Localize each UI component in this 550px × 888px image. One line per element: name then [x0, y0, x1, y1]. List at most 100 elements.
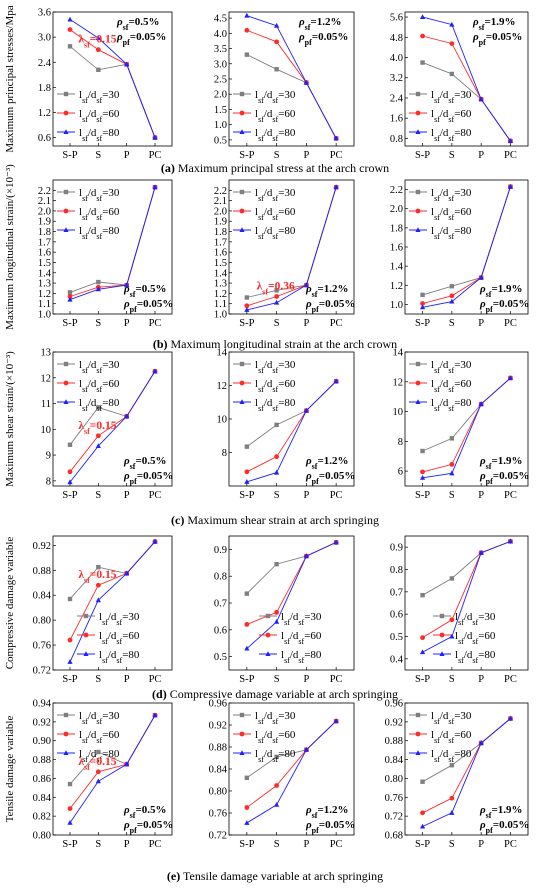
x-tick-label: S: [95, 318, 101, 329]
legend-slash: /d: [290, 649, 299, 661]
data-point: [244, 805, 250, 810]
rho-sub: sf: [130, 462, 136, 471]
legend-label-2: lsf/dsf=60: [281, 630, 322, 646]
y-tick-label: 8: [46, 476, 51, 487]
legend-marker-3: [63, 399, 69, 404]
legend-label-1: lsf/dsf=30: [255, 187, 296, 203]
legend-marker-2: [239, 731, 245, 737]
y-tick-label: 2.2: [214, 186, 227, 197]
x-tick-label: S: [449, 839, 455, 850]
rho-eq: =: [130, 31, 136, 43]
rho-value: 0.5%: [142, 455, 167, 467]
y-tick-label: 0.82: [33, 812, 51, 823]
data-point: [67, 294, 73, 299]
data-point: [244, 444, 250, 449]
data-point: [303, 407, 309, 413]
data-point: [67, 442, 73, 447]
legend-slash: /d: [88, 225, 97, 237]
data-point: [244, 12, 250, 18]
plot-frame: [404, 351, 529, 487]
rho-annotation: ρsf=1.2%ρpf=0.05%: [305, 283, 355, 314]
legend-marker-3: [265, 651, 271, 656]
legend-rest: =80: [454, 127, 472, 139]
legend-l: l: [431, 187, 434, 199]
x-tick-label: PC: [504, 150, 517, 161]
data-point: [67, 27, 73, 32]
legend-l: l: [431, 359, 434, 371]
legend-rest: =80: [304, 649, 322, 661]
y-tick-label: 1.3: [38, 279, 51, 290]
x-tick-label: P: [303, 150, 309, 161]
y-tick-label: 0.84: [209, 765, 228, 776]
legend-sub: sf: [272, 115, 278, 124]
legend-sub: sf: [272, 755, 278, 764]
series-line-2: [69, 187, 156, 297]
y-tick-label: 0.5: [214, 135, 227, 146]
rho-value: 1.9%: [498, 804, 523, 816]
legend-sub: sf: [448, 115, 454, 124]
legend-slash: /d: [264, 187, 273, 199]
legend-sub: sf: [448, 96, 454, 105]
legend-rest: =80: [102, 397, 120, 409]
legend-sub: sf: [298, 618, 304, 627]
rho-sf-label: ρsf=1.2%: [305, 455, 348, 471]
y-tick-label: 1.8: [38, 83, 51, 94]
legend-slash: /d: [264, 108, 273, 120]
x-tick-label: P: [124, 839, 130, 850]
legend-sub: sf: [82, 115, 88, 124]
legend-marker-1: [415, 712, 421, 718]
legend-sub: sf: [434, 115, 440, 124]
legend-slash: /d: [264, 397, 273, 409]
data-point: [333, 184, 339, 190]
legend-slash: /d: [264, 206, 273, 218]
legend-marker-2: [63, 380, 69, 386]
x-tick-label: S-P: [239, 839, 254, 850]
data-point: [274, 801, 280, 807]
legend-slash: /d: [440, 206, 449, 218]
rho-eq: =: [484, 16, 490, 28]
legend-l: l: [79, 225, 82, 237]
y-tick-label: 0.86: [33, 774, 51, 785]
legend-marker-3: [239, 227, 245, 232]
legend-slash: /d: [108, 630, 117, 642]
y-tick-label: 1.7: [38, 237, 51, 248]
x-tick-label: S: [95, 150, 101, 161]
x-tick-label: S: [274, 318, 280, 329]
legend-marker-2: [415, 731, 421, 737]
rho-sub: pf: [312, 826, 319, 835]
legend-sub: sf: [96, 232, 102, 241]
data-point: [244, 469, 250, 475]
legend-rest: =80: [454, 748, 472, 760]
x-tick-label: PC: [504, 674, 517, 685]
legend-marker-3: [63, 750, 69, 755]
legend-slash: /d: [88, 359, 97, 371]
legend-sub: sf: [102, 656, 108, 665]
legend-sub: sf: [116, 618, 122, 627]
legend-rest: =80: [278, 748, 296, 760]
y-tick-label: 0.72: [385, 812, 403, 823]
legend-sub: sf: [96, 736, 102, 745]
rho-eq: =: [491, 455, 497, 467]
legend-l: l: [79, 710, 82, 722]
legend-l: l: [455, 649, 458, 661]
data-point: [420, 592, 425, 598]
legend-rest: =60: [478, 630, 496, 642]
legend-marker-1: [265, 613, 271, 619]
y-tick-label: 1.0: [390, 300, 403, 311]
legend-l: l: [281, 649, 284, 661]
legend-rest: =30: [122, 611, 140, 623]
rho-eq: =: [137, 819, 143, 831]
legend-l: l: [455, 611, 458, 623]
legend-slash: /d: [88, 748, 97, 760]
lambda-eq: =: [268, 280, 275, 292]
data-point: [67, 781, 73, 787]
rho-value: 0.05%: [143, 470, 173, 482]
legend-l: l: [431, 89, 434, 101]
y-tick-label: 3.0: [38, 33, 51, 44]
y-tick-label: 0.72: [209, 831, 227, 842]
legend-sub: sf: [258, 115, 264, 124]
legend-rest: =30: [102, 89, 120, 101]
legend-slash: /d: [440, 359, 449, 371]
